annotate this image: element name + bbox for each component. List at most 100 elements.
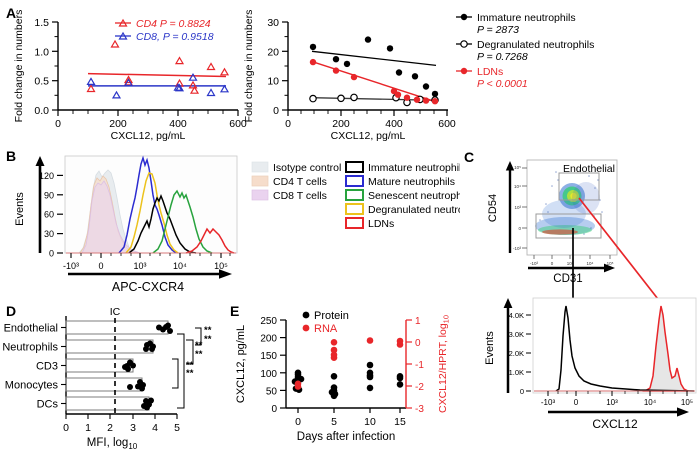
b-legend-senescent: Senescent neutrophils bbox=[368, 190, 460, 202]
d-cat-dcs: DCs bbox=[37, 399, 59, 411]
d-sig-6: ** bbox=[204, 325, 212, 336]
e-ytick-r-4: 1 bbox=[415, 316, 421, 327]
d-xtick-0: 0 bbox=[63, 422, 69, 434]
e-ytick-r-1: -2 bbox=[415, 382, 424, 393]
e-legend: Protein RNA bbox=[302, 310, 349, 335]
a-right-xtick-3: 600 bbox=[438, 118, 456, 130]
b-legend-outline: Immature neutrophils Mature neutrophils … bbox=[345, 161, 460, 230]
d-cat-neutrophils: Neutrophils bbox=[2, 342, 58, 354]
c-bottom-xtick-1: 0 bbox=[574, 398, 579, 407]
a-right-legend-degranulated-p: P = 0.7268 bbox=[477, 51, 528, 63]
c-top-density bbox=[535, 169, 603, 235]
a-right-immature-points bbox=[309, 36, 439, 98]
a-right-ytick-1: 10 bbox=[267, 76, 279, 88]
a-left-legend-cd4: CD4 P = 0.8824 bbox=[136, 18, 211, 30]
d-bars bbox=[65, 320, 169, 411]
a-left-ytick-1: 0.5 bbox=[34, 76, 49, 88]
e-legend-protein: Protein bbox=[314, 310, 349, 322]
a-right-xtick-0: 0 bbox=[285, 118, 291, 130]
svg-text:10⁵: 10⁵ bbox=[607, 261, 614, 266]
a-left-ytick-0: 0.0 bbox=[34, 105, 49, 117]
svg-text:0: 0 bbox=[518, 226, 521, 231]
panel-c: C Endothelial bbox=[464, 149, 697, 431]
b-xtick-4: 10⁵ bbox=[214, 261, 228, 271]
e-ytick-l-5: 250 bbox=[260, 316, 277, 327]
a-right-ylabel: Fold change in numbers bbox=[243, 10, 255, 123]
a-right-ytick-2: 20 bbox=[267, 46, 279, 58]
d-significance-labels: ** ** ** ** ** ** bbox=[186, 325, 212, 379]
b-legend-cd4: CD4 T cells bbox=[273, 176, 327, 188]
d-cat-cd3: CD3 bbox=[36, 361, 58, 373]
e-ytick-l-3: 150 bbox=[260, 351, 277, 362]
a-left-legend-cd8: CD8, P = 0.9518 bbox=[136, 31, 214, 43]
d-xtick-1: 1 bbox=[85, 422, 91, 434]
d-xtick-3: 3 bbox=[130, 422, 136, 434]
c-bottom-ytick-0: 0 bbox=[520, 387, 524, 396]
a-left-xtick-3: 600 bbox=[229, 118, 247, 130]
a-right-legend-immature: Immature neutrophils bbox=[477, 12, 576, 24]
b-xaxis-arrow bbox=[68, 269, 232, 279]
c-top-frame bbox=[526, 159, 618, 256]
e-xtick-3: 15 bbox=[394, 416, 406, 428]
c-top-xlabel: CD31 bbox=[553, 273, 582, 285]
b-ytick-3: 90 bbox=[44, 190, 54, 200]
a-right-xlabel: CXCL12, pg/mL bbox=[331, 130, 406, 142]
panel-a-right-chart: 0 10 20 30 0 200 400 600 CXCL12, pg/mL F… bbox=[243, 10, 594, 142]
svg-text:10³: 10³ bbox=[567, 261, 574, 266]
d-sig-4: ** bbox=[195, 340, 203, 351]
a-right-legend-degranulated: Degranulated neutrophils bbox=[477, 39, 594, 51]
b-curve-immature bbox=[128, 193, 197, 254]
c-bottom-ylabel: Events bbox=[484, 331, 496, 365]
e-ytick-r-3: 0 bbox=[415, 338, 421, 349]
b-curve-ldns bbox=[185, 227, 235, 254]
c-bottom-xtick-2: 10³ bbox=[606, 398, 618, 407]
panel-b-letter: B bbox=[6, 148, 16, 164]
e-ytick-l-1: 50 bbox=[266, 386, 278, 397]
a-right-legend-ldns-p: P < 0.0001 bbox=[477, 78, 528, 90]
d-xtick-4: 4 bbox=[152, 422, 158, 434]
c-bottom-ytick-2: 2.0K bbox=[509, 349, 524, 358]
a-right-legend-immature-p: P = 2873 bbox=[477, 24, 519, 36]
b-legend-immature: Immature neutrophils bbox=[368, 162, 460, 174]
a-right-ytick-0: 0 bbox=[273, 105, 279, 117]
e-ytick-l-2: 100 bbox=[260, 369, 277, 380]
c-bottom-xtick-4: 10⁵ bbox=[681, 398, 693, 407]
a-left-xtick-1: 200 bbox=[109, 118, 127, 130]
b-legend-isotype: Isotype control bbox=[273, 162, 341, 174]
panel-c-letter: C bbox=[464, 149, 474, 165]
d-xtick-5: 5 bbox=[174, 422, 180, 434]
a-left-xtick-0: 0 bbox=[55, 118, 61, 130]
panel-d: D IC Endothelial Neutrophils CD3 Monocyt… bbox=[2, 303, 212, 450]
c-top-gate-endothelial bbox=[558, 172, 600, 201]
e-ylabel-left: CXCL12, pg/mL bbox=[235, 325, 247, 403]
c-bottom-xtick-3: 10⁴ bbox=[644, 398, 657, 407]
svg-text:-10³: -10³ bbox=[530, 261, 539, 266]
e-protein-points bbox=[291, 361, 404, 400]
b-curve-degranulated bbox=[125, 172, 179, 254]
a-left-ytick-3: 1.5 bbox=[34, 17, 49, 29]
b-curve-senescent bbox=[152, 189, 213, 254]
b-ytick-1: 30 bbox=[44, 229, 54, 239]
b-histograms bbox=[66, 155, 237, 254]
c-bottom-curve-cxcl12 bbox=[642, 305, 689, 392]
a-right-xtick-2: 400 bbox=[385, 118, 403, 130]
b-xtick-1: 0 bbox=[98, 261, 103, 271]
panel-b: B 0 30 60 90 120 Events bbox=[6, 148, 460, 294]
svg-text:-10³: -10³ bbox=[513, 246, 522, 251]
c-bottom-ytick-4: 4.0K bbox=[509, 311, 524, 320]
a-left-ylabel: Fold change in numbers bbox=[13, 10, 25, 123]
panel-a-letter: A bbox=[6, 5, 16, 21]
d-sig-1: ** bbox=[186, 368, 194, 379]
c-top-ylabel: CD54 bbox=[487, 194, 499, 222]
d-sig-3: ** bbox=[195, 349, 203, 360]
d-cat-monocytes: Monocytes bbox=[5, 380, 59, 392]
panel-a: A 0.0 0.5 1.0 1.5 bbox=[6, 5, 594, 142]
b-yaxis bbox=[35, 156, 45, 253]
svg-text:10⁴: 10⁴ bbox=[587, 261, 594, 266]
c-top-gate-label: Endothelial bbox=[563, 163, 615, 175]
c-bottom-curve-unstained bbox=[555, 305, 695, 392]
e-ylabel-right: CXCL12/HPRT, log10 bbox=[437, 315, 451, 413]
a-left-xlabel: CXCL12, pg/mL bbox=[111, 130, 186, 142]
a-left-ytick-2: 1.0 bbox=[34, 46, 49, 58]
